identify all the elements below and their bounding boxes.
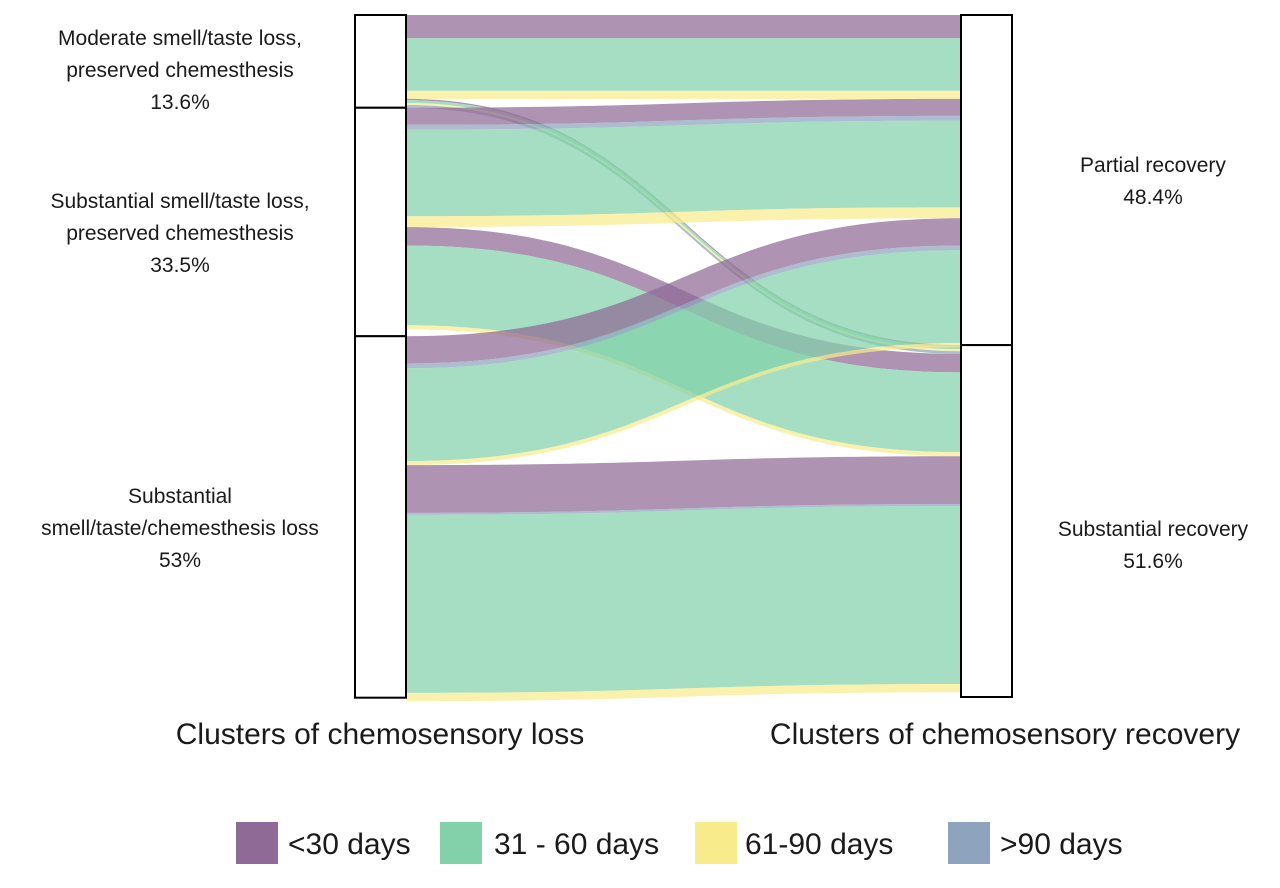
loss-cluster-node [354, 335, 407, 699]
flow-band [406, 207, 961, 228]
nodes-layer [354, 14, 1013, 699]
legend-swatch [440, 822, 482, 864]
flow-band [406, 343, 961, 466]
legend-label: 31 - 60 days [494, 828, 659, 861]
legend-item: <30 days [236, 822, 411, 864]
flow-band [406, 98, 961, 347]
flow-band [406, 115, 961, 130]
legend-item: 31 - 60 days [440, 822, 659, 864]
legend-label: 61-90 days [745, 828, 893, 861]
flow-band [406, 250, 961, 462]
flow-band [406, 100, 961, 350]
flow-band [406, 120, 961, 217]
flow-band [406, 245, 961, 369]
legend-swatch [948, 822, 990, 864]
loss-cluster-label: Substantial smell/taste loss, preserved c… [50, 190, 309, 277]
node-label-line: preserved chemesthesis [66, 222, 294, 245]
legend-swatch [236, 822, 278, 864]
legend-item: 61-90 days [695, 822, 893, 864]
node-label-line: Moderate smell/taste loss, [58, 27, 302, 50]
node-label-line: 33.5% [150, 254, 210, 277]
legend: <30 days 31 - 60 days 61-90 days >90 day… [236, 822, 1123, 864]
flow-band [406, 503, 961, 515]
node-label-line: 13.6% [150, 91, 210, 114]
flow-band [406, 105, 961, 354]
loss-cluster-node [354, 106, 407, 338]
recovery-cluster-node [960, 344, 1013, 698]
recovery-cluster-label: Partial recovery 48.4% [1080, 154, 1226, 209]
legend-label: <30 days [288, 828, 411, 861]
flow-band [406, 506, 961, 693]
flow-band [406, 456, 961, 513]
recovery-cluster-node [960, 14, 1013, 347]
flow-band [406, 102, 961, 352]
node-label-line: Partial recovery [1080, 154, 1226, 177]
node-labels: Moderate smell/taste loss, preserved chem… [41, 27, 1249, 573]
flow-band [406, 90, 961, 99]
node-label-line: Substantial recovery [1058, 518, 1249, 541]
legend-item: >90 days [948, 822, 1123, 864]
loss-cluster-label: Moderate smell/taste loss, preserved chem… [58, 27, 302, 114]
node-label-line: 48.4% [1123, 186, 1183, 209]
axis-label-loss: Clusters of chemosensory loss [176, 718, 585, 751]
legend-label: >90 days [1000, 828, 1123, 861]
loss-cluster-node [354, 14, 407, 109]
node-label-line: Substantial [128, 485, 232, 508]
node-label-line: Substantial smell/taste loss, [50, 190, 309, 213]
flow-band [406, 98, 961, 125]
node-label-line: smell/taste/chemesthesis loss [41, 517, 319, 540]
recovery-cluster-label: Substantial recovery 51.6% [1058, 518, 1249, 573]
node-label-line: preserved chemesthesis [66, 59, 294, 82]
flow-band [406, 684, 961, 702]
axis-label-recovery: Clusters of chemosensory recovery [770, 718, 1240, 751]
flow-band [406, 38, 961, 91]
flow-band [406, 218, 961, 364]
legend-swatch [695, 822, 737, 864]
flows-layer [406, 15, 961, 702]
node-label-line: 51.6% [1123, 550, 1183, 573]
node-label-line: 53% [159, 549, 201, 572]
loss-cluster-label: Substantial smell/taste/chemesthesis loss… [41, 485, 319, 572]
flow-band [406, 15, 961, 39]
